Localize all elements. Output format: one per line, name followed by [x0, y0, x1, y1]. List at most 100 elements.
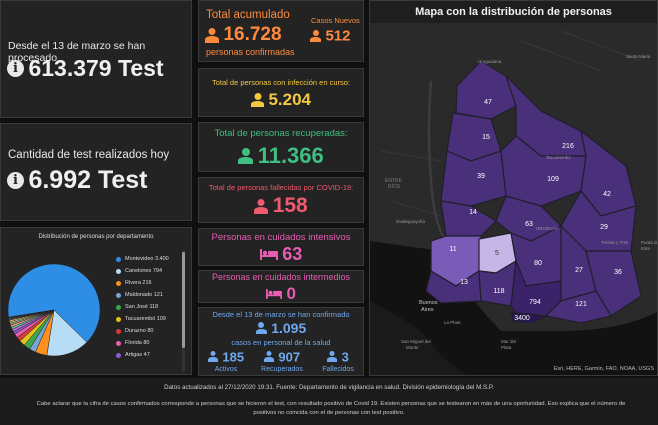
map-title: Mapa con la distribución de personas	[415, 6, 612, 18]
recovered-value: 11.366	[257, 143, 324, 168]
place-entre-rios-2: RÍOS	[388, 183, 401, 190]
legend-item[interactable]: Florida 80	[116, 337, 182, 349]
legend-swatch	[116, 316, 121, 322]
dept-rio-negro	[440, 200, 497, 237]
place-treinta-y-tres: Treinta y Tres	[601, 240, 629, 245]
health-staff-panel: Desde el 13 de marzo se han confirmado 1…	[198, 307, 364, 376]
new-cases-row: 512	[310, 27, 350, 45]
map-value-flores: 5	[495, 250, 499, 257]
legend-scrollbar[interactable]	[182, 250, 185, 372]
health-staff-label-bottom: casos en personal de la salud	[231, 338, 331, 347]
active-value-row: 5.204	[199, 90, 363, 110]
legend-label: Maldonado 121	[125, 292, 163, 298]
active-label: Total de personas con infección en curso…	[212, 78, 350, 87]
legend-item[interactable]: San José 118	[116, 301, 182, 313]
place-entre-rios: ENTRE	[385, 178, 403, 184]
bed-icon	[259, 249, 278, 260]
person-icon	[207, 351, 218, 363]
chart-legend[interactable]: Montevideo 3.400 Canelones 794 Rivera 216 M…	[116, 253, 182, 370]
intensive-value: 63	[282, 244, 303, 264]
place-gualeguaychu: Gualeguaychú	[396, 219, 426, 224]
legend-item[interactable]: Durazno 80	[116, 325, 182, 337]
intensive-care-panel: Personas en cuidados intensivos 63	[198, 228, 364, 266]
legend-swatch	[116, 292, 121, 298]
deceased-value: 158	[272, 194, 308, 217]
chart-title: Distribución de personas por departament…	[38, 234, 154, 240]
staff-deceased-label: Fallecidos	[322, 366, 354, 373]
map-value-canelones: 794	[529, 299, 541, 306]
intensive-value-row: 63	[199, 244, 363, 265]
staff-active: 185 Activos	[202, 348, 250, 373]
deceased-label: Total de personas fallecidas por COVID-1…	[208, 183, 354, 192]
recovered-panel: Total de personas recuperadas: 11.366	[198, 122, 364, 172]
active-value: 5.204	[268, 90, 311, 109]
map-canvas[interactable]: 47 15 216 39 109 42 14 63 29 11 5 80 27 …	[370, 1, 658, 376]
place-punta-del-este: Punta del	[641, 240, 658, 245]
legend-item[interactable]: Tacuarembó 109	[116, 313, 182, 325]
place-san-miguel: San Miguel del	[401, 339, 431, 344]
legend-item[interactable]: Artigas 47	[116, 349, 182, 361]
pie-slice-montevideo[interactable]	[7, 263, 101, 343]
processed-value: 613.379 Test	[28, 55, 164, 81]
new-cases-label: Casos Nuevos	[311, 16, 360, 25]
pie-slice-other[interactable]	[8, 309, 55, 318]
staff-recovered: 907 Recuperados	[254, 348, 310, 373]
staff-active-label: Activos	[214, 366, 238, 373]
legend-swatch	[116, 352, 121, 358]
deceased-value-row: 158	[199, 194, 363, 218]
bed-icon	[266, 289, 283, 299]
department-chart-panel: Distribución de personas por departament…	[0, 227, 192, 375]
total-value: 16.728	[223, 24, 282, 45]
map-value-soriano: 11	[449, 246, 456, 253]
processed-value-row: i 613.379 Test	[7, 55, 164, 82]
person-icon	[327, 351, 338, 363]
map-value-paysandu: 39	[477, 173, 485, 180]
map-value-cerro-largo: 42	[603, 191, 611, 198]
legend-label: Durazno 80	[125, 328, 154, 334]
legend-swatch	[116, 268, 121, 274]
note-line-2: positivos no coincida con el de personas…	[253, 410, 405, 416]
map-value-lavalleja: 27	[575, 267, 583, 274]
legend-swatch	[116, 328, 121, 334]
daily-tests-value-row: i 6.992 Test	[7, 166, 148, 195]
daily-tests-label: Cantidad de test realizados hoy	[8, 149, 170, 161]
legend-item[interactable]: Maldonado 121	[116, 289, 182, 301]
total-sub: personas confirmadas	[206, 47, 295, 57]
legend-scrollbar-thumb[interactable]	[182, 252, 185, 348]
total-value-row: 16.728	[205, 24, 282, 46]
legend-swatch	[116, 304, 121, 310]
map-value-treinta-y-tres: 29	[600, 224, 608, 231]
update-line: Datos actualizados al 27/12/2020 19:31. …	[164, 384, 494, 391]
legend-swatch	[116, 280, 121, 286]
map-panel[interactable]: Mapa con la distribución de personas	[369, 0, 658, 376]
place-san-miguel-2: Monte	[406, 345, 419, 350]
map-value-rio-negro: 14	[469, 209, 477, 216]
intermediate-care-panel: Personas en cuidados intermedios 0	[198, 270, 364, 303]
footer: Datos actualizados al 27/12/2020 19:31. …	[0, 378, 658, 425]
recovered-value-row: 11.366	[199, 143, 363, 169]
legend-swatch	[116, 256, 121, 262]
place-uruguay: URUGUAY	[536, 226, 558, 231]
pie-chart	[7, 263, 101, 357]
staff-active-value: 185	[222, 349, 245, 365]
dept-rocha	[585, 250, 642, 317]
legend-item[interactable]: Canelones 794	[116, 265, 182, 277]
person-icon	[238, 148, 254, 164]
daily-tests-panel: Cantidad de test realizados hoy i 6.992 …	[0, 123, 192, 221]
place-mar-del-plata-2: Plata	[501, 345, 512, 350]
map-value-rivera: 216	[562, 143, 574, 150]
map-value-san-jose: 118	[493, 288, 504, 295]
map-value-colonia: 13	[460, 279, 468, 286]
daily-tests-value: 6.992 Test	[28, 166, 148, 194]
legend-item[interactable]: Rivera 216	[116, 277, 182, 289]
map-value-artigas: 47	[484, 99, 492, 106]
health-staff-value-row: 1.095	[199, 319, 363, 337]
legend-item[interactable]: Montevideo 3.400	[116, 253, 182, 265]
map-value-montevideo: 3400	[514, 315, 530, 322]
person-icon	[255, 321, 267, 334]
map-value-maldonado: 121	[575, 301, 587, 308]
staff-deceased: 3 Fallecidos	[314, 348, 362, 373]
person-icon	[263, 351, 274, 363]
place-uruguaiana: Uruguaiana	[478, 59, 502, 64]
legend-label: Florida 80	[125, 340, 150, 346]
